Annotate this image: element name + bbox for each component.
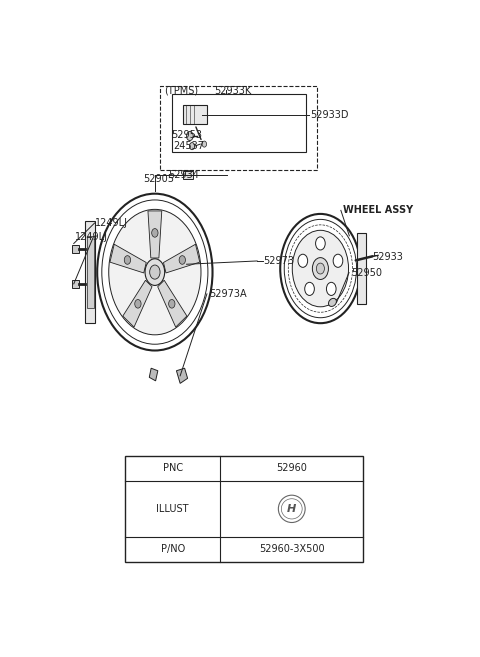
Text: WHEEL ASSY: WHEEL ASSY bbox=[343, 206, 413, 215]
Circle shape bbox=[168, 300, 175, 308]
Circle shape bbox=[152, 229, 158, 237]
Polygon shape bbox=[149, 368, 158, 381]
Text: 24537: 24537 bbox=[173, 141, 204, 150]
Circle shape bbox=[202, 141, 206, 147]
Bar bbox=[357, 233, 366, 304]
Text: H: H bbox=[287, 504, 296, 514]
Circle shape bbox=[305, 283, 314, 296]
Circle shape bbox=[186, 131, 193, 141]
Polygon shape bbox=[148, 211, 162, 258]
Polygon shape bbox=[110, 244, 146, 273]
Text: 52933: 52933 bbox=[372, 252, 403, 262]
Text: 52973: 52973 bbox=[264, 256, 295, 266]
Text: P/NO: P/NO bbox=[161, 544, 185, 555]
Circle shape bbox=[135, 300, 141, 308]
Circle shape bbox=[326, 283, 336, 296]
Text: 1249LJ: 1249LJ bbox=[75, 232, 108, 242]
Circle shape bbox=[124, 256, 131, 264]
Bar bbox=[183, 171, 193, 179]
Bar bbox=[87, 237, 94, 307]
Text: 52933D: 52933D bbox=[310, 110, 348, 120]
Bar bbox=[85, 221, 96, 323]
Circle shape bbox=[145, 259, 165, 285]
Bar bbox=[72, 280, 79, 288]
Ellipse shape bbox=[328, 298, 336, 306]
Bar bbox=[72, 244, 79, 252]
Circle shape bbox=[292, 231, 348, 307]
Polygon shape bbox=[177, 368, 188, 384]
Bar bbox=[160, 87, 317, 170]
Text: 52950: 52950 bbox=[351, 267, 382, 278]
Polygon shape bbox=[123, 281, 152, 327]
Polygon shape bbox=[164, 244, 200, 273]
Circle shape bbox=[109, 210, 201, 335]
Circle shape bbox=[333, 254, 343, 267]
Bar bbox=[125, 456, 363, 562]
Text: 52934: 52934 bbox=[168, 170, 200, 180]
Text: 52973A: 52973A bbox=[209, 289, 246, 299]
Text: 52960: 52960 bbox=[276, 463, 307, 474]
Text: 52905: 52905 bbox=[143, 173, 174, 183]
Text: 52953: 52953 bbox=[172, 131, 203, 141]
Circle shape bbox=[179, 256, 185, 264]
Text: (TPMS): (TPMS) bbox=[164, 86, 198, 96]
Circle shape bbox=[312, 258, 328, 279]
Text: PNC: PNC bbox=[163, 463, 183, 474]
Circle shape bbox=[316, 263, 324, 274]
Circle shape bbox=[150, 265, 160, 279]
Text: 1249LJ: 1249LJ bbox=[96, 218, 128, 228]
Text: ILLUST: ILLUST bbox=[156, 504, 189, 514]
Text: 52960-3X500: 52960-3X500 bbox=[259, 544, 324, 555]
Circle shape bbox=[315, 237, 325, 250]
Circle shape bbox=[190, 143, 195, 150]
Text: 52933K: 52933K bbox=[215, 86, 252, 96]
Bar bbox=[172, 94, 305, 152]
Bar bbox=[183, 105, 207, 124]
Circle shape bbox=[298, 254, 308, 267]
Polygon shape bbox=[158, 281, 187, 327]
